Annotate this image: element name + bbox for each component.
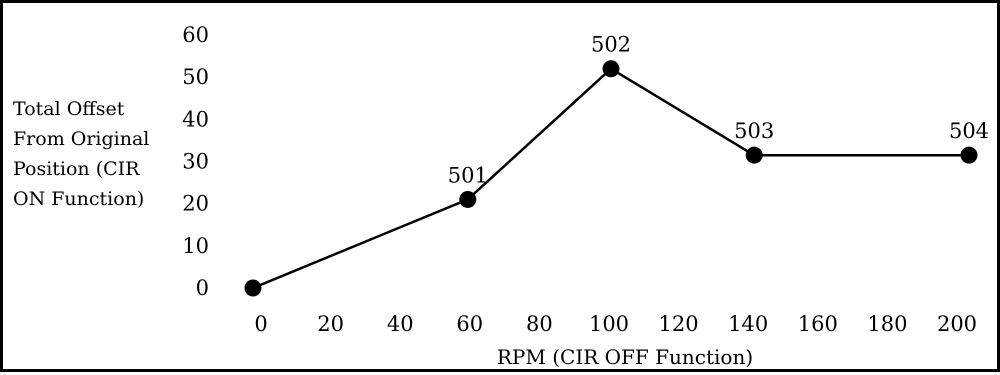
- y-axis-label-line: Position (CIR: [13, 158, 140, 180]
- data-point-label: 504: [949, 119, 989, 143]
- y-tick-label: 40: [182, 107, 209, 131]
- x-tick-label: 0: [254, 312, 267, 336]
- y-tick-label: 50: [182, 65, 209, 89]
- y-axis-label: Total Offset From Original Position (CIR ON…: [13, 98, 149, 210]
- data-point: [244, 279, 262, 297]
- x-tick-label: 60: [456, 312, 483, 336]
- x-axis-ticks: 0 20 40 60 80 100 120 140 160 180 200: [254, 312, 977, 336]
- x-tick-label: 120: [659, 312, 699, 336]
- y-tick-label: 0: [196, 276, 209, 300]
- y-axis-label-line: From Original: [13, 128, 149, 150]
- line-chart: Total Offset From Original Position (CIR ON…: [13, 23, 989, 369]
- data-point: [459, 190, 477, 208]
- series-line: [252, 67, 969, 290]
- data-point-label: 501: [448, 163, 488, 187]
- y-axis-ticks: 0 10 20 30 40 50 60: [182, 23, 209, 300]
- y-tick-label: 60: [182, 23, 209, 47]
- series-line-group: [252, 67, 969, 290]
- y-axis-label-line: ON Function): [13, 188, 144, 210]
- y-tick-label: 10: [182, 234, 209, 258]
- x-tick-label: 140: [728, 312, 768, 336]
- y-axis-label-line: Total Offset: [13, 98, 125, 120]
- x-tick-label: 100: [589, 312, 629, 336]
- x-tick-label: 80: [526, 312, 553, 336]
- data-point: [960, 146, 978, 164]
- x-tick-label: 200: [937, 312, 977, 336]
- data-point: [602, 60, 620, 78]
- x-axis-label: RPM (CIR OFF Function): [497, 345, 753, 369]
- x-tick-label: 20: [317, 312, 344, 336]
- data-points: [244, 60, 978, 297]
- data-point: [745, 146, 763, 164]
- data-point-label: 503: [734, 119, 774, 143]
- x-tick-label: 160: [798, 312, 838, 336]
- x-tick-label: 180: [867, 312, 907, 336]
- x-tick-label: 40: [387, 312, 414, 336]
- y-tick-label: 20: [182, 192, 209, 216]
- y-tick-label: 30: [182, 150, 209, 174]
- data-point-label: 502: [591, 33, 631, 57]
- point-labels: 501 502 503 504: [448, 33, 989, 188]
